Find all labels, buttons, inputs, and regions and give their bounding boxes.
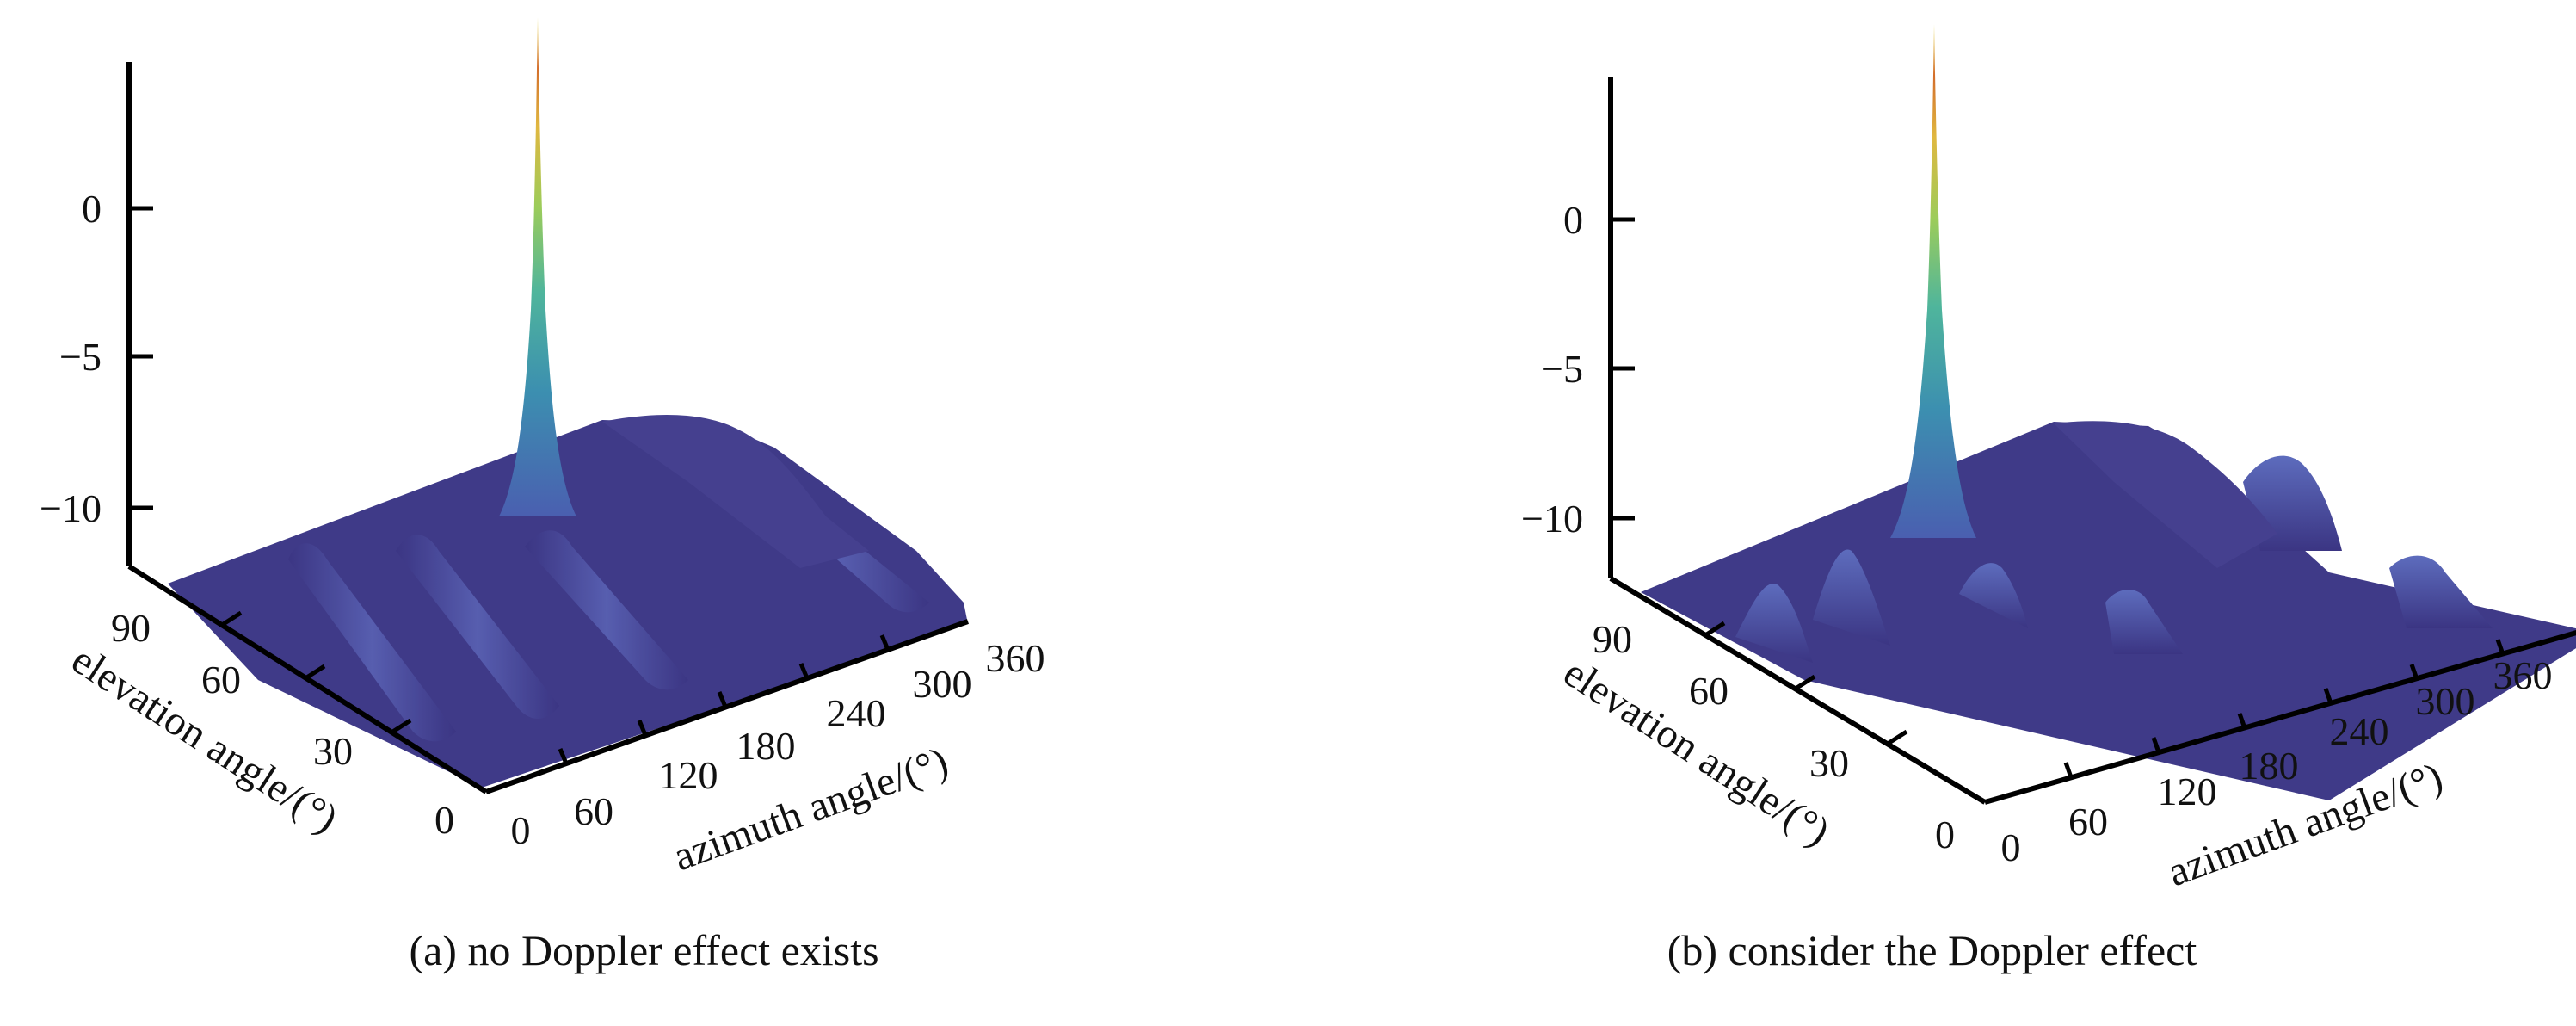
elevation-tick-label: 90 — [1593, 617, 1632, 661]
z-tick-label: 0 — [82, 187, 102, 231]
chart-panel-a: 0 −5 −10 90 60 30 0 elevation angle/(°) … — [40, 17, 1045, 974]
azimuth-tick-label: 0 — [2001, 825, 2021, 869]
elevation-tick-label: 0 — [1935, 813, 1955, 856]
surface-rear-hump — [602, 414, 869, 568]
z-tick-label: −5 — [1541, 347, 1583, 391]
surface-plot-a: 0 −5 −10 90 60 30 0 elevation angle/(°) … — [40, 17, 1045, 880]
elevation-tick-marks — [1704, 621, 1908, 746]
z-tick-marks — [129, 206, 153, 510]
caption-b: (b) consider the Doppler effect — [1667, 926, 2197, 974]
elevation-tick-label: 0 — [434, 798, 454, 842]
elevation-tick-marks — [220, 610, 412, 735]
azimuth-tick-label: 60 — [2068, 800, 2108, 844]
azimuth-tick-label: 360 — [2493, 653, 2553, 697]
caption-a: (a) no Doppler effect exists — [409, 926, 879, 974]
azimuth-tick-label: 300 — [2416, 679, 2475, 723]
azimuth-tick-label: 120 — [659, 753, 718, 797]
z-tick-label: −5 — [59, 335, 102, 379]
elevation-tick-label: 60 — [201, 658, 241, 702]
chart-panel-b: 0 −5 −10 90 60 30 0 elevation angle/(°) … — [1288, 0, 2576, 1026]
azimuth-tick-label: 240 — [2330, 709, 2389, 753]
main-peak — [1890, 24, 1976, 538]
elevation-tick-label: 90 — [111, 606, 151, 650]
elevation-tick-label: 30 — [1809, 741, 1849, 785]
azimuth-tick-label: 180 — [2240, 744, 2299, 788]
azimuth-tick-label: 120 — [2158, 770, 2217, 813]
azimuth-tick-label: 60 — [574, 789, 613, 833]
z-tick-label: −10 — [1521, 497, 1583, 541]
elevation-axis-line — [1609, 576, 1987, 805]
azimuth-axis-line — [1984, 630, 2576, 805]
z-tick-label: 0 — [1563, 198, 1583, 242]
azimuth-tick-marks — [558, 634, 891, 764]
z-tick-marks — [1611, 217, 1635, 521]
elevation-tick-label: 30 — [313, 729, 353, 773]
main-peak — [499, 17, 576, 516]
azimuth-tick-label: 360 — [986, 636, 1045, 680]
z-tick-label: −10 — [40, 486, 102, 530]
azimuth-tick-label: 180 — [736, 724, 796, 768]
azimuth-tick-label: 0 — [511, 808, 531, 852]
elevation-tick-label: 60 — [1689, 669, 1729, 713]
azimuth-tick-label: 300 — [913, 662, 972, 706]
surface-plot-b: 0 −5 −10 90 60 30 0 elevation angle/(°) … — [1521, 24, 2576, 895]
azimuth-tick-label: 240 — [827, 691, 886, 735]
azimuth-tick-marks — [2063, 639, 2505, 778]
surface-rear-hump — [2054, 421, 2277, 568]
